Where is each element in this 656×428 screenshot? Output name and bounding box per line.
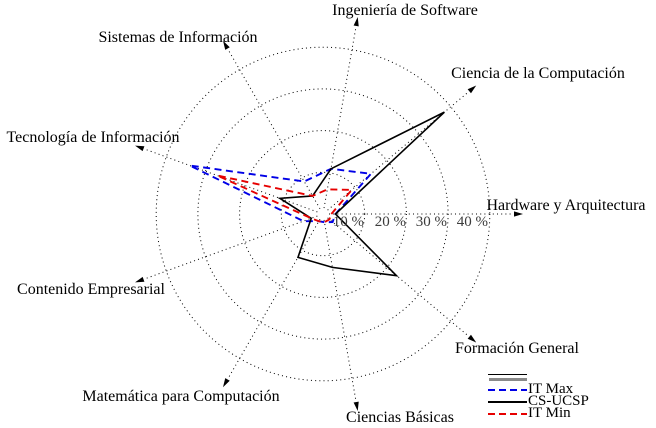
axis-arrowhead-7 [353, 401, 359, 411]
radial-tick-40: 40 % [456, 214, 488, 230]
legend-label-it-min: IT Min [528, 405, 571, 421]
axis-label-hardware-y-arquitectura: Hardware y Arquitectura [486, 197, 646, 214]
legend-label-it-max: IT Max [528, 381, 574, 397]
legend-entry-it-min: IT Min [488, 405, 648, 421]
cs-ucsp-line-swatch [488, 401, 527, 403]
axis-arrowhead-0 [514, 211, 523, 217]
radial-tick-20: 20 % [374, 214, 406, 230]
axis-label-sistemas-de-informacion: Sistemas de Información [98, 29, 258, 46]
axis-ray-4 [144, 148, 318, 213]
grid-ring-40 [155, 46, 491, 382]
legend-entry-it-max: IT Max [488, 381, 648, 397]
axis-arrowhead-2 [353, 17, 359, 27]
axis-label-matematica-para-computacion: Matemática para Computación [82, 388, 280, 405]
axis-ray-5 [144, 215, 318, 280]
axis-arrowhead-1 [467, 85, 477, 94]
legend-entry-cs-ucsp: CS-UCSP [488, 393, 648, 409]
axis-arrowhead-5 [135, 276, 145, 283]
axis-arrowhead-6 [223, 378, 230, 388]
radial-tick-10: 10 % [332, 214, 364, 230]
legend-double-rule-gray [489, 378, 527, 381]
legend-double-rule-black [488, 374, 527, 375]
it-max-line-swatch [488, 389, 527, 391]
grid-ring-30 [197, 88, 449, 340]
series-polygon-it-min [216, 174, 354, 224]
axis-arrowhead-8 [467, 334, 477, 343]
radial-tick-30: 30 % [415, 214, 447, 230]
axis-label-contenido-empresarial: Contenido Empresarial [17, 281, 165, 298]
axis-label-formacion-general: Formación General [455, 340, 579, 357]
axis-label-ciencia-de-la-computacion: Ciencia de la Computación [451, 65, 625, 82]
axis-ray-2 [323, 26, 357, 209]
axis-label-ingenieria-de-software: Ingeniería de Software [332, 2, 478, 19]
series-polygon-it-max [189, 164, 373, 224]
grid-ring-10 [280, 171, 366, 257]
axis-label-tecnologia-de-informacion: Tecnología de Información [6, 129, 180, 146]
axis-ray-8 [327, 217, 469, 337]
legend-label-cs-ucsp: CS-UCSP [528, 393, 589, 409]
axis-label-ciencias-basicas: Ciencias Básicas [346, 409, 454, 426]
axis-ray-7 [323, 219, 357, 402]
it-min-line-swatch [488, 413, 527, 415]
series-polygon-cs-ucsp [277, 111, 445, 277]
axis-arrowhead-4 [135, 145, 145, 152]
grid-ring-20 [239, 130, 407, 298]
axis-arrowhead-3 [223, 40, 230, 50]
